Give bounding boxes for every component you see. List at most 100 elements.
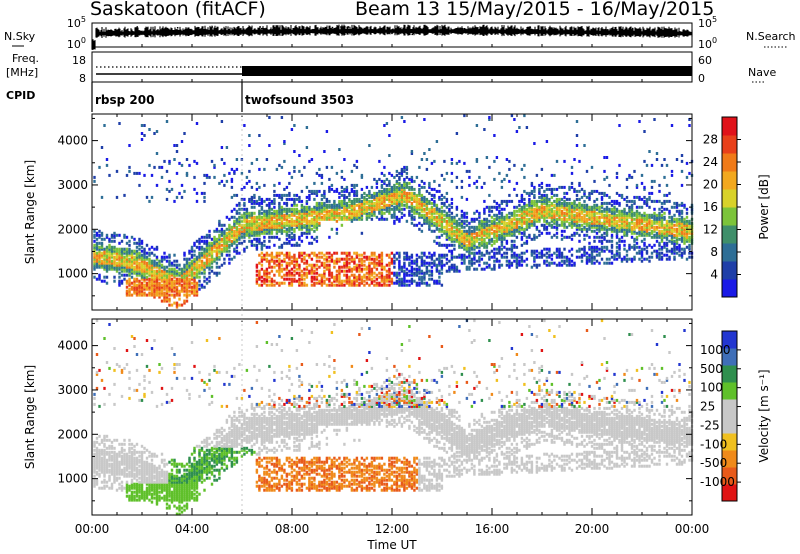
power-cell — [495, 229, 499, 233]
power-cell — [348, 203, 351, 207]
power-cell — [513, 229, 516, 233]
power-cell — [458, 231, 461, 235]
power-cell — [565, 211, 569, 215]
power-cell — [210, 245, 214, 249]
power-cell — [633, 247, 636, 251]
power-cell — [428, 215, 431, 219]
power-cell — [263, 219, 266, 223]
power-cell — [488, 263, 491, 267]
power-cell — [330, 165, 334, 169]
power-cell — [593, 223, 596, 227]
power-cell — [638, 221, 641, 225]
power-cell — [513, 243, 516, 247]
power-cell — [398, 203, 401, 207]
power-cell — [605, 217, 609, 221]
power-cell — [555, 159, 559, 163]
power-cell — [438, 223, 441, 227]
power-cell — [350, 257, 354, 261]
power-cell — [328, 205, 331, 209]
power-cell — [500, 211, 504, 215]
power-cell — [350, 215, 354, 219]
power-cell — [448, 217, 451, 221]
power-cell — [138, 171, 141, 175]
power-cell — [193, 243, 196, 247]
power-cell — [273, 215, 276, 219]
power-cell — [408, 261, 411, 265]
power-cell — [288, 283, 291, 287]
power-cell — [550, 257, 554, 261]
power-cell — [388, 269, 391, 273]
power-cell — [195, 265, 199, 269]
power-cell — [378, 259, 381, 263]
power-cell — [103, 247, 106, 251]
power-cell — [585, 251, 589, 255]
noise-point — [259, 26, 261, 28]
power-cell — [138, 293, 141, 297]
power-cell — [300, 259, 304, 263]
power-cell — [215, 261, 219, 265]
power-cell — [543, 199, 546, 203]
power-cell — [478, 231, 481, 235]
power-cell — [478, 219, 481, 223]
power-cell — [330, 217, 334, 221]
power-cell — [273, 259, 276, 263]
power-cell — [275, 217, 279, 221]
power-cell — [538, 199, 541, 203]
power-cell — [153, 269, 156, 273]
power-cell — [213, 249, 216, 253]
power-cell — [113, 233, 116, 237]
power-cell — [488, 118, 491, 121]
power-cell — [330, 257, 334, 261]
power-cell — [265, 225, 269, 229]
power-cell — [618, 203, 621, 207]
power-cell — [183, 301, 186, 305]
power-cell — [230, 241, 234, 245]
power-cell — [110, 253, 114, 257]
power-cell — [273, 265, 276, 269]
power-cell — [503, 217, 506, 221]
power-cell — [368, 283, 371, 287]
power-cell — [293, 265, 296, 269]
power-cell — [200, 239, 204, 243]
power-cell — [343, 265, 346, 269]
power-cell — [118, 279, 121, 283]
power-cell — [140, 269, 144, 273]
power-cell — [305, 253, 309, 257]
power-cell — [235, 158, 239, 161]
power-cell — [250, 243, 254, 247]
power-cell — [165, 275, 169, 279]
power-cell — [538, 183, 541, 187]
power-cell — [118, 283, 121, 287]
power-cell — [435, 281, 439, 285]
power-cell — [468, 183, 471, 187]
power-cell — [160, 263, 164, 267]
power-cell — [258, 237, 261, 241]
power-cell — [500, 199, 504, 203]
power-cell — [273, 197, 276, 201]
power-cell — [610, 233, 614, 237]
power-cell — [345, 255, 349, 259]
power-cell — [275, 219, 279, 223]
power-cell — [160, 283, 164, 287]
power-cell — [553, 219, 556, 223]
power-cell — [155, 245, 159, 249]
power-cell — [593, 225, 596, 229]
power-cell — [498, 203, 501, 207]
power-cell — [533, 209, 536, 213]
power-cell — [625, 229, 629, 233]
power-cell — [395, 203, 399, 207]
power-cell — [173, 158, 176, 161]
power-cell — [320, 197, 324, 201]
power-cell — [400, 169, 404, 173]
power-cell — [328, 177, 331, 181]
power-cell — [155, 183, 159, 187]
power-cell — [335, 171, 339, 175]
power-cell — [505, 158, 509, 161]
power-cell — [248, 134, 251, 137]
power-cell — [128, 289, 131, 293]
power-cell — [353, 217, 356, 221]
power-cell — [213, 165, 216, 169]
power-cell — [253, 199, 256, 203]
power-cell — [245, 181, 249, 185]
noise-point — [435, 32, 438, 34]
